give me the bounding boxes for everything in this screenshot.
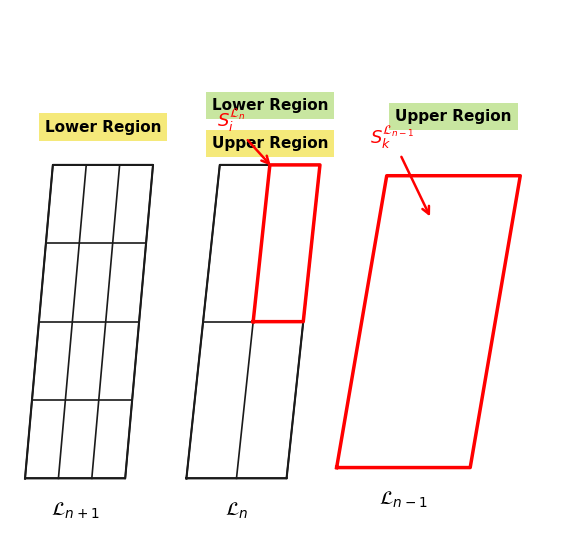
Text: $\mathcal{L}_{n+1}$: $\mathcal{L}_{n+1}$ [51, 501, 99, 521]
Polygon shape [187, 165, 320, 478]
Text: $\mathcal{L}_{n-1}$: $\mathcal{L}_{n-1}$ [379, 490, 428, 510]
Text: Upper Region: Upper Region [212, 136, 328, 151]
Text: $S_i^{\mathcal{L}_n}$: $S_i^{\mathcal{L}_n}$ [216, 108, 269, 163]
Text: Upper Region: Upper Region [395, 109, 512, 124]
Text: $S_k^{\mathcal{L}_{n-1}}$: $S_k^{\mathcal{L}_{n-1}}$ [370, 124, 429, 214]
Text: Lower Region: Lower Region [212, 98, 328, 113]
Polygon shape [25, 165, 153, 478]
Text: $\mathcal{L}_n$: $\mathcal{L}_n$ [225, 501, 248, 521]
Polygon shape [337, 176, 520, 467]
Text: Lower Region: Lower Region [45, 120, 161, 134]
Polygon shape [253, 165, 320, 322]
